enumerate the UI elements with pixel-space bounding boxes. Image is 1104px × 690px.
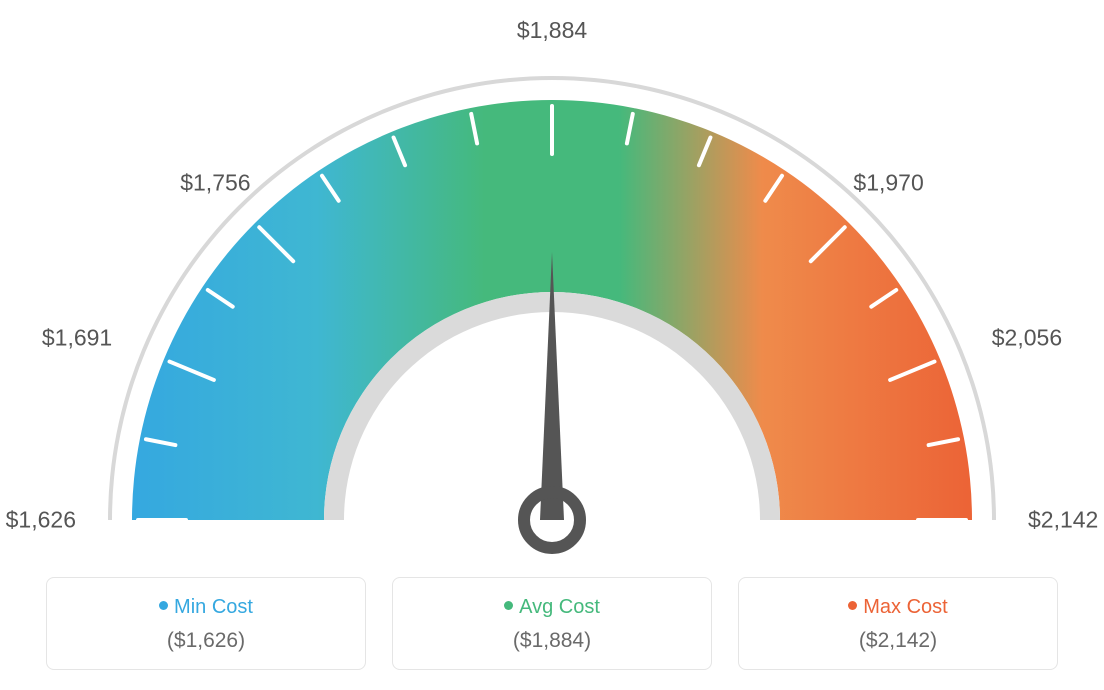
gauge-tick-label: $2,142	[1028, 507, 1098, 534]
legend-card-avg: Avg Cost ($1,884)	[392, 577, 712, 670]
legend-min-label: Min Cost	[174, 596, 253, 618]
legend-avg-value: ($1,884)	[405, 629, 699, 653]
gauge-tick-label: $1,970	[853, 170, 923, 197]
legend-title-avg: Avg Cost	[405, 596, 699, 619]
legend-row: Min Cost ($1,626) Avg Cost ($1,884) Max …	[0, 577, 1104, 670]
dot-max-icon	[848, 601, 857, 610]
gauge-tick-label: $1,626	[6, 507, 76, 534]
legend-max-label: Max Cost	[863, 596, 947, 618]
legend-max-value: ($2,142)	[751, 629, 1045, 653]
legend-card-min: Min Cost ($1,626)	[46, 577, 366, 670]
gauge-tick-label: $1,756	[180, 170, 250, 197]
gauge-svg	[0, 20, 1104, 580]
legend-min-value: ($1,626)	[59, 629, 353, 653]
legend-title-max: Max Cost	[751, 596, 1045, 619]
gauge-chart: $1,626 $1,691 $1,756 $1,884 $1,970 $2,056 $2,1…	[0, 0, 1104, 560]
legend-card-max: Max Cost ($2,142)	[738, 577, 1058, 670]
legend-title-min: Min Cost	[59, 596, 353, 619]
dot-avg-icon	[504, 601, 513, 610]
gauge-tick-label: $1,691	[42, 324, 112, 351]
gauge-tick-label: $2,056	[992, 324, 1062, 351]
legend-avg-label: Avg Cost	[519, 596, 600, 618]
gauge-tick-label: $1,884	[517, 17, 587, 44]
dot-min-icon	[159, 601, 168, 610]
